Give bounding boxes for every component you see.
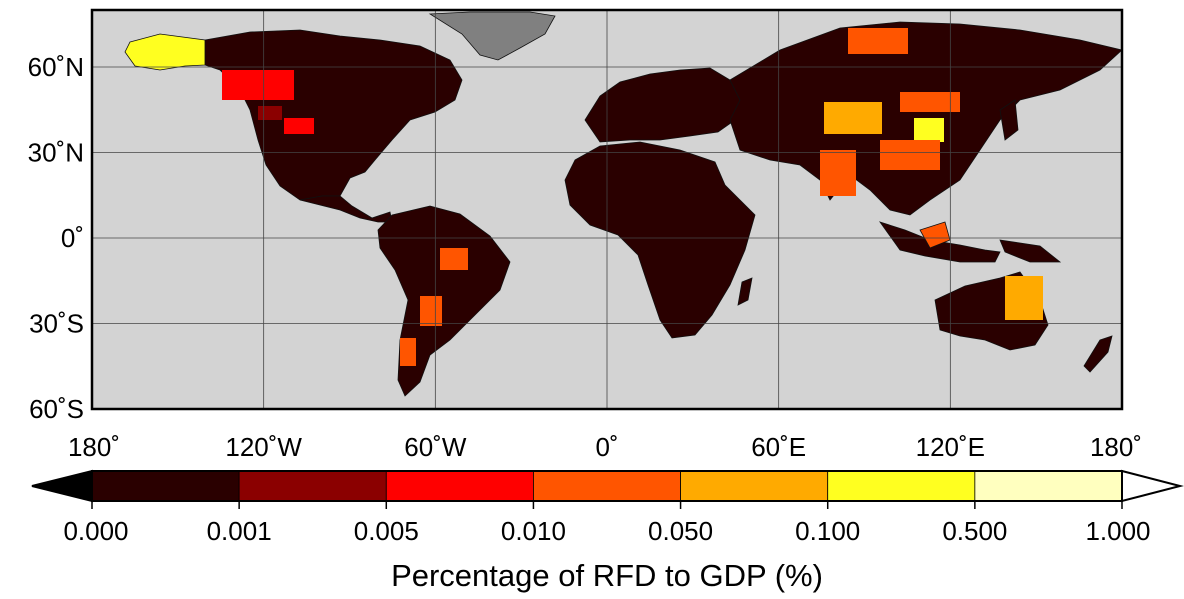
colorbar-segment bbox=[827, 470, 976, 502]
colorbar-tick-label: 0.000 bbox=[63, 516, 128, 546]
region-western-us bbox=[284, 118, 314, 134]
colorbar-segment bbox=[91, 470, 240, 502]
map-border bbox=[90, 8, 1124, 411]
africa bbox=[564, 141, 756, 339]
madagascar bbox=[737, 277, 753, 306]
colorbar-segment bbox=[974, 470, 1123, 502]
region-china-yellow bbox=[914, 118, 944, 142]
y-tick-label: 60˚N bbox=[28, 52, 84, 82]
colorbar-under-arrow bbox=[31, 469, 93, 503]
colorbar-label: Percentage of RFD to GDP (%) bbox=[391, 558, 823, 593]
y-tick-label: 0˚ bbox=[61, 223, 84, 253]
colorbar-segment bbox=[238, 470, 387, 502]
y-tick-label: 30˚N bbox=[28, 138, 84, 168]
x-tick-label: 0˚ bbox=[595, 432, 618, 462]
landmasses bbox=[124, 11, 1122, 397]
colorbar-tick-label: 0.010 bbox=[501, 516, 566, 546]
x-tick-labels: 180˚ 120˚W 60˚W 0˚ 60˚E 120˚E 180˚ bbox=[68, 432, 1142, 462]
colorbar-tick-labels: 0.000 0.001 0.005 0.010 0.050 0.100 0.500 1.000 bbox=[63, 501, 1151, 546]
colorbar-border bbox=[91, 470, 1123, 502]
colorbar-segment bbox=[385, 470, 534, 502]
colorbar-segment bbox=[533, 470, 681, 502]
x-tick-label: 120˚W bbox=[225, 432, 302, 462]
colorbar-tick-label: 0.001 bbox=[207, 516, 272, 546]
new-guinea bbox=[999, 239, 1062, 263]
region-mongolia-orange bbox=[900, 92, 960, 112]
x-tick-label: 60˚W bbox=[404, 432, 467, 462]
greenland bbox=[428, 11, 556, 61]
region-chile-orange bbox=[400, 338, 416, 366]
region-kazakhstan-yellow bbox=[824, 102, 882, 134]
new-zealand bbox=[1083, 335, 1113, 373]
x-tick-label: 120˚E bbox=[916, 432, 985, 462]
x-tick-label: 180˚ bbox=[68, 432, 120, 462]
alaska bbox=[124, 33, 206, 71]
y-tick-label: 30˚S bbox=[29, 309, 84, 339]
colorbar-tick-label: 0.005 bbox=[354, 516, 419, 546]
region-china-orange bbox=[880, 140, 940, 170]
colorbar-over-arrow bbox=[1121, 469, 1184, 503]
colorbar-tick-label: 0.100 bbox=[795, 516, 860, 546]
x-tick-label: 60˚E bbox=[751, 432, 806, 462]
colorbar-tick-label: 0.500 bbox=[942, 516, 1007, 546]
region-russia-orange bbox=[848, 28, 908, 54]
region-argentina-orange bbox=[420, 296, 442, 326]
y-tick-label: 60˚S bbox=[29, 394, 84, 424]
central-america bbox=[299, 195, 393, 223]
colorbar-segments bbox=[91, 470, 1123, 502]
japan bbox=[999, 99, 1019, 141]
region-western-canada bbox=[222, 70, 294, 100]
colorbar-tick-label: 0.050 bbox=[648, 516, 713, 546]
region-queensland bbox=[1005, 276, 1043, 320]
x-tick-label: 180˚ bbox=[1090, 432, 1142, 462]
region-us-west-coast bbox=[258, 106, 282, 120]
y-tick-labels: 60˚N 30˚N 0˚ 30˚S 60˚S bbox=[28, 52, 84, 424]
region-brazil-orange bbox=[440, 248, 468, 270]
colorbar-tick-label: 1.000 bbox=[1085, 516, 1150, 546]
colorbar-segment bbox=[680, 470, 829, 502]
map-panel: 60˚N 30˚N 0˚ 30˚S 60˚S 180˚ 120˚W 60˚W 0˚ 60˚E 12… bbox=[28, 8, 1142, 462]
region-india-orange bbox=[820, 150, 856, 196]
colorbar: 0.000 0.001 0.005 0.010 0.050 0.100 0.500 1.000… bbox=[31, 469, 1184, 593]
